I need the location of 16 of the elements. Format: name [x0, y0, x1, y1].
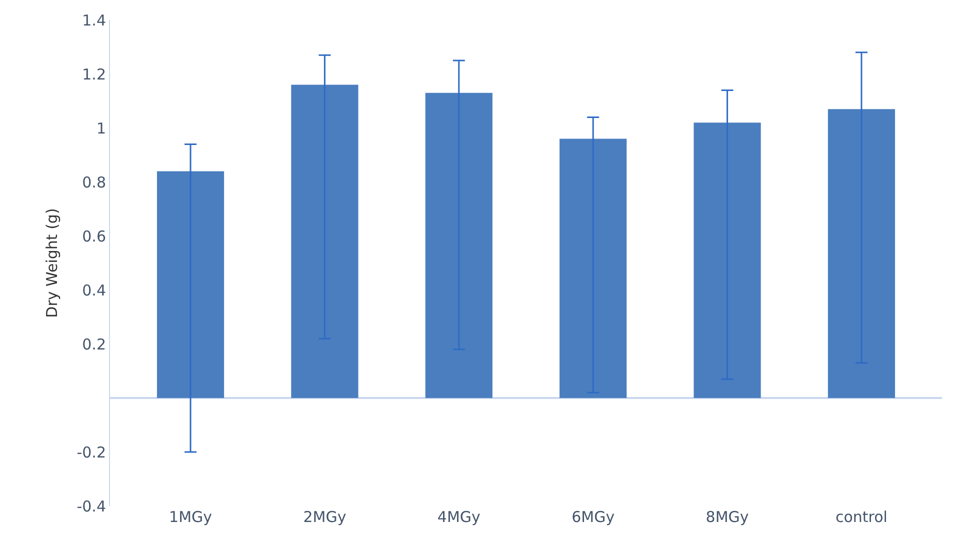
- y-tick-label: 1: [96, 119, 106, 138]
- x-tick-label: 6MGy: [572, 508, 615, 526]
- y-tick-label: 1.2: [82, 65, 106, 84]
- y-tick-label: -0.4: [76, 497, 106, 516]
- y-tick-label: -0.2: [76, 443, 106, 462]
- y-axis-title: Dry Weight (g): [42, 208, 61, 318]
- x-tick-label: 8MGy: [706, 508, 749, 526]
- x-tick-label: 1MGy: [169, 508, 212, 526]
- y-tick-label: 0.6: [82, 227, 106, 246]
- x-tick-label: 4MGy: [437, 508, 481, 526]
- y-tick-label: 0.2: [82, 335, 106, 354]
- y-tick-label: 0.4: [82, 281, 106, 300]
- x-tick-label: control: [835, 508, 888, 526]
- y-tick-label: 0.8: [82, 173, 106, 192]
- x-tick-label: 2MGy: [303, 508, 346, 526]
- y-tick-label: 1.4: [82, 11, 106, 30]
